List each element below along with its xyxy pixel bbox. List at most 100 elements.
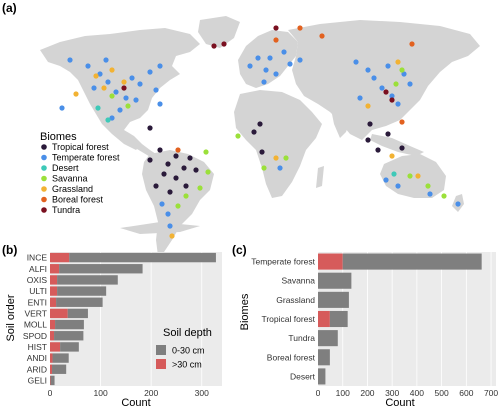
map-point-temperate-forest [401,71,407,77]
soil-order-y-tick-label: ANDI [27,353,47,363]
map-point-tundra [383,89,389,95]
biome-bar-shallow-desert [318,368,326,385]
biome-bar-shallow-savanna [318,272,352,289]
map-point-temperate-forest [91,85,97,91]
map-point-temperate-forest [385,63,391,69]
map-point-tropical-forest [367,121,373,127]
biome-x-tick-label: 300 [385,388,399,398]
soil-depth-legend-swatch-30-cm [156,359,166,369]
map-point-savanna [235,133,241,139]
biome-legend-label-tropical-forest: Tropical forest [52,142,109,152]
soil-order-y-tick-label: SPOD [23,331,47,341]
map-point-grassland [93,73,99,79]
biome-legend-swatch-grassland [41,186,47,192]
map-point-temperate-forest [357,95,363,101]
biome-legend-swatch-boreal-forest [41,196,47,203]
soil-order-bar-shallow-oxis [57,275,118,285]
map-point-temperate-forest [167,223,173,229]
map-point-tropical-forest [157,147,163,153]
landmass-india [330,102,352,138]
map-point-tundra [121,85,127,91]
landmass-south-america [142,150,214,256]
biome-legend-swatch-desert [41,165,47,171]
biome-legend-swatch-tropical-forest [41,144,47,150]
biome-bar-deep-temperate-forest [318,253,343,270]
soil-order-y-tick-label: ARID [27,364,47,374]
map-point-temperate-forest [157,63,163,69]
biome-y-tick-label: Temperate forest [251,257,315,267]
map-point-tropical-forest [147,157,153,163]
soil-order-y-tick-label: MOLL [24,320,47,330]
biome-y-tick-label: Savanna [281,276,315,286]
soil-order-bar-deep-vert [50,308,68,319]
map-point-temperate-forest [113,89,119,95]
map-point-tropical-forest [147,125,153,131]
soil-order-bar-deep-enti [50,297,57,307]
map-point-temperate-forest [455,201,461,207]
map-point-temperate-forest [157,101,163,107]
soil-order-bar-deep-moll [50,319,56,330]
map-point-tundra [389,97,395,103]
soil-depth-legend-swatch-0-30-cm [156,345,166,355]
biome-legend-swatch-tundra [41,207,47,213]
map-point-savanna [175,203,181,209]
soil-order-bar-shallow-geli [50,375,55,386]
map-point-temperate-forest [287,61,293,67]
soil-order-bar-deep-geli [50,375,51,386]
map-point-temperate-forest [159,201,165,207]
map-point-temperate-forest [67,57,73,63]
map-point-tropical-forest [385,131,391,137]
map-point-savanna [261,165,267,171]
map-point-temperate-forest [255,55,261,61]
map-point-grassland [73,91,79,97]
map-point-savanna [283,155,289,161]
map-point-temperate-forest [117,107,123,113]
biome-x-tick-label: 200 [360,388,374,398]
soil-order-bar-shallow-andi [52,353,69,363]
landmass-madagascar [316,166,324,188]
biome-bar-shallow-tropical-forest [329,310,348,328]
map-point-boreal-forest [297,25,303,31]
soil-order-y-tick-label: ALFI [29,264,47,274]
landmass-north-america [40,28,200,150]
map-point-tropical-forest [251,129,257,135]
map-point-temperate-forest [273,71,279,77]
soil-depth-legend-label-0-30-cm: 0-30 cm [172,346,205,356]
map-point-savanna [109,93,115,99]
soil-order-bar-deep-andi [50,353,53,363]
panel-label-c: (c) [232,243,247,257]
soil-order-bar-deep-spod [50,331,55,341]
biome-legend-label-savanna: Savanna [52,174,88,184]
soil-order-bar-shallow-ulti [57,286,107,296]
map-point-tropical-forest [161,171,167,177]
landmass-antarctica [120,222,200,234]
map-point-savanna [203,149,209,155]
soil-order-bar-shallow-spod [54,331,84,341]
map-point-temperate-forest [105,79,111,85]
map-point-savanna [425,183,431,189]
soil-order-bar-shallow-enti [56,297,103,307]
panel-label-a: (a) [2,1,17,15]
map-point-savanna [399,67,405,73]
map-point-grassland [365,103,371,109]
map-point-tundra [221,41,227,47]
map-point-temperate-forest [165,211,171,217]
map-point-tropical-forest [257,121,263,127]
map-point-savanna [197,185,203,191]
map-point-grassland [395,59,401,65]
soil-order-bar-shallow-alfi [59,264,143,274]
soil-order-bar-deep-ulti [50,286,58,296]
biome-bar-shallow-boreal-forest [318,349,330,366]
map-point-tropical-forest [167,189,173,195]
map-point-desert [391,171,397,177]
map-point-temperate-forest [133,97,139,103]
landmass-central-america [124,130,156,158]
map-point-temperate-forest [261,79,267,85]
biome-y-tick-label: Tundra [288,333,315,343]
soil-order-bar-shallow-vert [67,308,88,319]
map-point-tropical-forest [183,183,189,189]
soil-order-y-tick-label: INCE [27,253,48,263]
